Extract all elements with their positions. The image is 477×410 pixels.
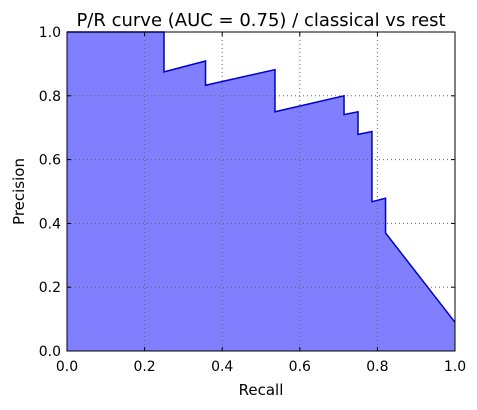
x-tick-label: 0.4 <box>211 359 233 375</box>
x-tick-label: 0.6 <box>289 359 311 375</box>
x-axis: 0.0 0.2 0.4 0.6 0.8 1.0 <box>56 32 466 375</box>
plot-frame <box>66 31 456 352</box>
plot-area <box>66 31 456 352</box>
x-tick-label: 0.2 <box>133 359 155 375</box>
y-axis-label: Precision <box>10 158 28 225</box>
y-axis: 0.0 0.2 0.4 0.6 0.8 1.0 <box>39 25 455 360</box>
line-layer <box>67 31 456 323</box>
chart-title: P/R curve (AUC = 0.75) / classical vs re… <box>76 10 445 31</box>
x-axis-label: Recall <box>239 381 284 399</box>
y-tick-label: 0.8 <box>39 89 61 105</box>
y-tick-label: 0.2 <box>39 280 61 296</box>
x-tick-label: 0.8 <box>366 359 388 375</box>
x-tick-label: 1.0 <box>444 359 466 375</box>
y-tick-label: 0.4 <box>39 216 61 232</box>
pr-curve-line <box>67 31 456 323</box>
y-tick-label: 0.0 <box>39 344 61 360</box>
y-tick-label: 0.6 <box>39 153 61 169</box>
y-tick-label: 1.0 <box>39 25 61 41</box>
x-tick-label: 0.0 <box>56 359 78 375</box>
grid-layer <box>67 32 455 351</box>
